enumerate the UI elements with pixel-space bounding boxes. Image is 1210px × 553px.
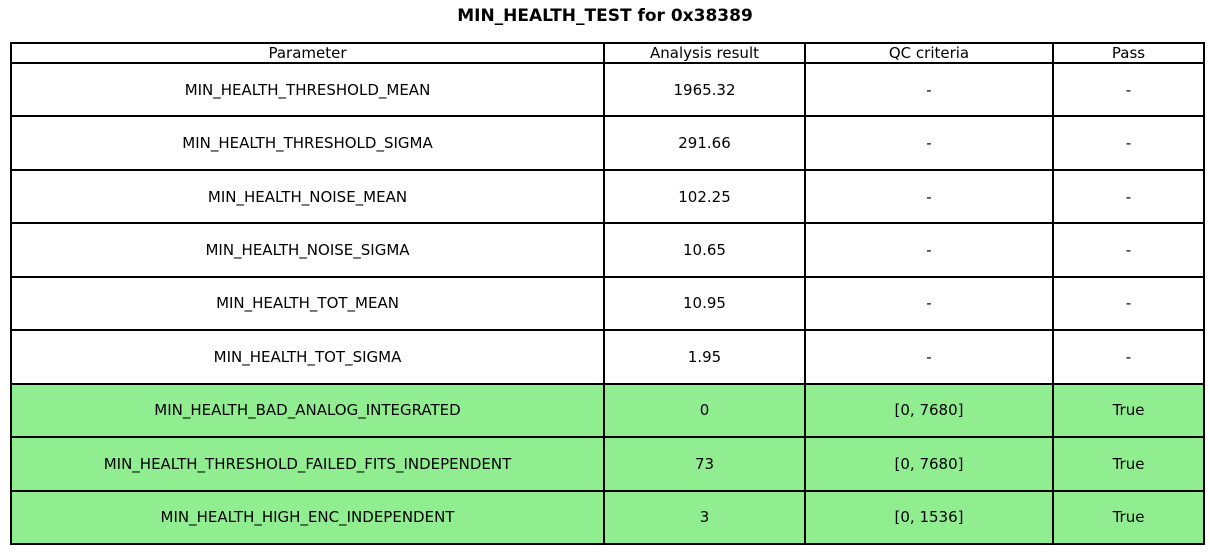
cell-qc-criteria: [0, 7680] (804, 436, 1054, 492)
cell-analysis-result: 10.65 (603, 222, 806, 278)
cell-parameter: MIN_HEALTH_THRESHOLD_SIGMA (10, 115, 605, 171)
header-row: Parameter Analysis result QC criteria Pa… (10, 42, 1205, 64)
cell-pass: - (1052, 115, 1205, 171)
cell-parameter: MIN_HEALTH_BAD_ANALOG_INTEGRATED (10, 382, 605, 439)
cell-analysis-result: 1965.32 (603, 61, 806, 118)
table-row: MIN_HEALTH_THRESHOLD_SIGMA 291.66- - (10, 115, 1205, 171)
cell-analysis-result: 3 (603, 489, 806, 545)
column-header-pass: Pass (1052, 42, 1205, 64)
table-body: MIN_HEALTH_THRESHOLD_MEAN 1965.32- - MIN_HE… (10, 61, 1205, 545)
column-header-analysis-result: Analysis result (603, 42, 806, 64)
cell-analysis-result: 73 (603, 436, 806, 492)
cell-qc-criteria: - (804, 275, 1054, 332)
cell-qc-criteria: [0, 1536] (804, 489, 1054, 545)
qc-results-table: Parameter Analysis result QC criteria Pa… (10, 42, 1205, 545)
cell-parameter: MIN_HEALTH_THRESHOLD_FAILED_FITS_INDEPEN… (10, 436, 605, 492)
cell-analysis-result: 1.95 (603, 329, 806, 385)
table-row: MIN_HEALTH_THRESHOLD_MEAN 1965.32- - (10, 61, 1205, 118)
cell-parameter: MIN_HEALTH_NOISE_MEAN (10, 168, 605, 225)
cell-qc-criteria: [0, 7680] (804, 382, 1054, 439)
column-header-qc-criteria: QC criteria (804, 42, 1054, 64)
cell-pass: - (1052, 329, 1205, 385)
cell-qc-criteria: - (804, 222, 1054, 278)
cell-pass: - (1052, 222, 1205, 278)
table-row: MIN_HEALTH_HIGH_ENC_INDEPENDENT 3 [0, 1536… (10, 489, 1205, 545)
cell-parameter: MIN_HEALTH_THRESHOLD_MEAN (10, 61, 605, 118)
cell-qc-criteria: - (804, 168, 1054, 225)
cell-analysis-result: 10.95 (603, 275, 806, 332)
cell-pass: True (1052, 436, 1205, 492)
cell-pass: True (1052, 382, 1205, 439)
cell-qc-criteria: - (804, 115, 1054, 171)
table-row: MIN_HEALTH_THRESHOLD_FAILED_FITS_INDEPEN… (10, 436, 1205, 492)
table-row: MIN_HEALTH_NOISE_MEAN 102.25- - (10, 168, 1205, 225)
cell-parameter: MIN_HEALTH_TOT_MEAN (10, 275, 605, 332)
column-header-parameter: Parameter (10, 42, 605, 64)
table-title: MIN_HEALTH_TEST for 0x38389 (457, 6, 753, 26)
cell-analysis-result: 0 (603, 382, 806, 439)
cell-pass: - (1052, 168, 1205, 225)
cell-parameter: MIN_HEALTH_HIGH_ENC_INDEPENDENT (10, 489, 605, 545)
cell-analysis-result: 291.66 (603, 115, 806, 171)
cell-parameter: MIN_HEALTH_TOT_SIGMA (10, 329, 605, 385)
cell-qc-criteria: - (804, 61, 1054, 118)
table-row: MIN_HEALTH_BAD_ANALOG_INTEGRATED 0 [0, 768… (10, 382, 1205, 439)
cell-analysis-result: 102.25 (603, 168, 806, 225)
table-row: MIN_HEALTH_TOT_SIGMA 1.95- - (10, 329, 1205, 385)
table-row: MIN_HEALTH_NOISE_SIGMA 10.65- - (10, 222, 1205, 278)
cell-qc-criteria: - (804, 329, 1054, 385)
cell-pass: - (1052, 61, 1205, 118)
cell-pass: True (1052, 489, 1205, 545)
table-row: MIN_HEALTH_TOT_MEAN 10.95- - (10, 275, 1205, 332)
cell-parameter: MIN_HEALTH_NOISE_SIGMA (10, 222, 605, 278)
cell-pass: - (1052, 275, 1205, 332)
